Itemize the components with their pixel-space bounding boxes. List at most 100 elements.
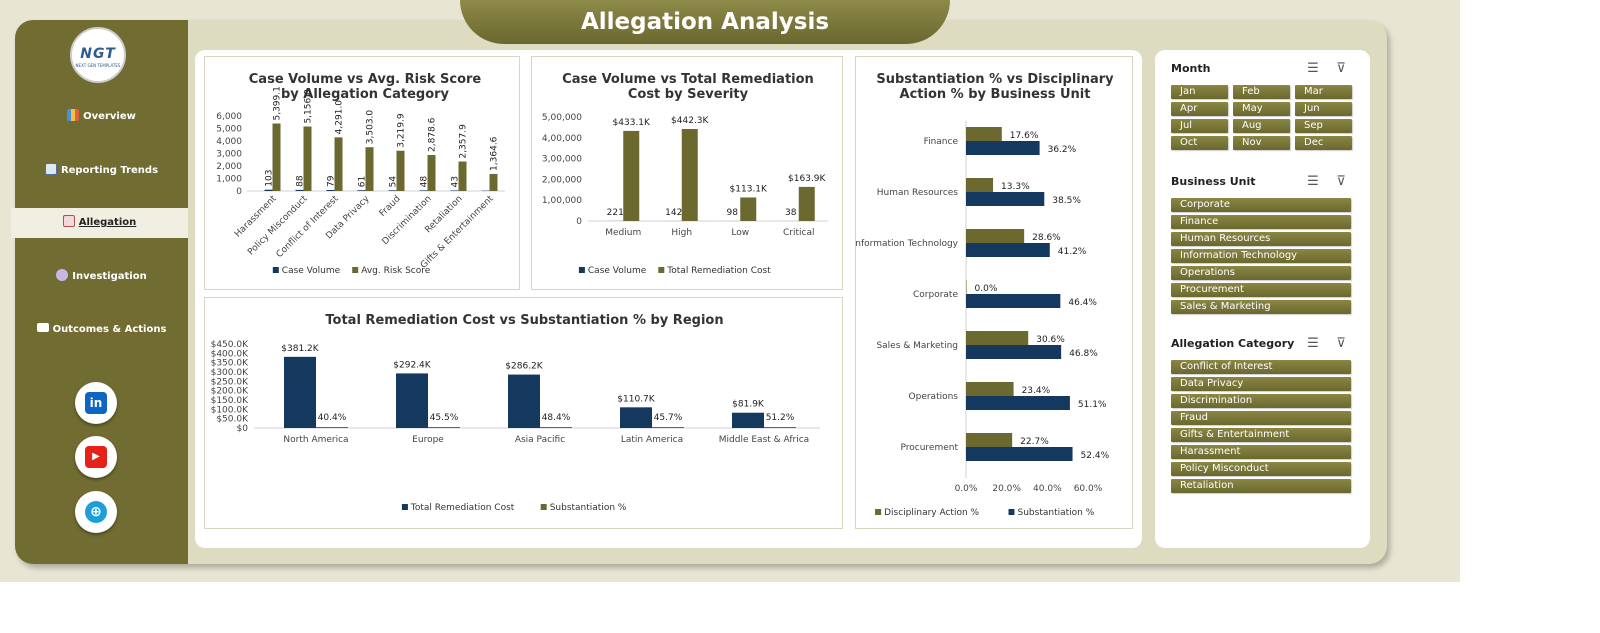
business-unit-option[interactable]: Sales & Marketing — [1171, 300, 1351, 314]
nav-reporting-trends[interactable]: Reporting Trends — [15, 156, 188, 186]
data-label: 38 — [785, 208, 797, 218]
nav-label: Allegation — [78, 217, 137, 228]
youtube-button[interactable]: ▶ — [75, 436, 117, 478]
chart-region: Total Remediation Cost vs Substantiation… — [204, 297, 843, 529]
month-option[interactable]: Oct — [1171, 136, 1228, 150]
data-label: 1,364.6 — [490, 136, 500, 171]
y-tick-label: $0 — [237, 424, 249, 434]
month-option[interactable]: May — [1233, 102, 1290, 116]
allegation-category-option[interactable]: Gifts & Entertainment — [1171, 428, 1351, 442]
y-tick-label: $200.0K — [211, 387, 249, 397]
clear-filter-icon[interactable]: ⊽ — [1336, 336, 1346, 351]
month-option[interactable]: Feb — [1233, 85, 1290, 99]
chart-business-unit: Substantiation % vs Disciplinary Action %… — [855, 56, 1133, 529]
bar — [388, 190, 397, 191]
legend-swatch — [352, 267, 359, 273]
nav-outcomes-actions[interactable]: Outcomes & Actions — [15, 315, 188, 345]
month-option[interactable]: Nov — [1233, 136, 1290, 150]
data-label: 54 — [389, 176, 399, 188]
business-unit-option[interactable]: Operations — [1171, 266, 1351, 280]
data-label: 38.5% — [1052, 196, 1081, 206]
nav-allegation[interactable]: Allegation — [11, 208, 188, 238]
business-unit-option[interactable]: Information Technology — [1171, 249, 1351, 263]
clear-filter-icon[interactable]: ⊽ — [1336, 61, 1346, 76]
data-label: 3,503.0 — [366, 110, 376, 145]
y-tick-label: 2,00,000 — [542, 175, 582, 185]
allegation-category-option[interactable]: Fraud — [1171, 411, 1351, 425]
y-tick-label: 1,000 — [216, 175, 242, 185]
y-tick-label: 0 — [236, 187, 242, 197]
data-label: $433.1K — [613, 118, 651, 128]
allegation-category-option[interactable]: Retaliation — [1171, 479, 1351, 493]
data-label: $381.2K — [281, 344, 319, 354]
website-button[interactable]: ⊕ — [75, 491, 117, 533]
nav-overview[interactable]: Overview — [15, 102, 188, 132]
x-tick-label: Middle East & Africa — [719, 435, 809, 445]
data-label: 51.2% — [766, 413, 795, 423]
data-label: 142 — [665, 208, 682, 218]
bar — [357, 190, 366, 191]
month-option[interactable]: Mar — [1295, 85, 1352, 99]
data-label: 17.6% — [1010, 131, 1039, 141]
legend-label: Total Remediation Cost — [410, 503, 515, 513]
month-option[interactable]: Sep — [1295, 119, 1352, 133]
y-tick-label: $300.0K — [211, 368, 249, 378]
data-label: 46.4% — [1068, 298, 1097, 308]
allegation-category-option[interactable]: Discrimination — [1171, 394, 1351, 408]
allegation-category-option[interactable]: Harassment — [1171, 445, 1351, 459]
month-option[interactable]: Dec — [1295, 136, 1352, 150]
linkedin-icon: in — [85, 392, 107, 414]
legend-swatch — [658, 267, 665, 273]
bar — [365, 147, 374, 191]
business-unit-option[interactable]: Procurement — [1171, 283, 1351, 297]
x-tick-label: 0.0% — [955, 484, 978, 494]
multi-select-icon[interactable]: ☰ — [1307, 61, 1319, 76]
data-label: $81.9K — [732, 400, 765, 410]
business-unit-option[interactable]: Finance — [1171, 215, 1351, 229]
bar — [620, 407, 652, 428]
bar — [489, 173, 498, 191]
bar — [681, 129, 698, 221]
month-option[interactable]: Jul — [1171, 119, 1228, 133]
data-label: 28.6% — [1032, 233, 1061, 243]
bar — [303, 126, 312, 191]
x-tick-label: Policy Misconduct — [246, 194, 310, 258]
month-option[interactable]: Jan — [1171, 85, 1228, 99]
allegation-category-option[interactable]: Conflict of Interest — [1171, 360, 1351, 374]
allegation-category-option[interactable]: Policy Misconduct — [1171, 462, 1351, 476]
multi-select-icon[interactable]: ☰ — [1307, 336, 1319, 351]
business-unit-option[interactable]: Corporate — [1171, 198, 1351, 212]
data-label: 46.8% — [1069, 349, 1098, 359]
data-label: 13.3% — [1001, 182, 1030, 192]
data-label: $113.1K — [730, 184, 768, 194]
business-unit-option[interactable]: Human Resources — [1171, 232, 1351, 246]
sidebar: NGT NEXT GEN TEMPLATES Overview Reportin… — [11, 20, 188, 564]
y-tick-label: $250.0K — [211, 377, 249, 387]
bar — [966, 280, 967, 294]
bar — [272, 123, 281, 191]
bar — [450, 190, 459, 191]
month-option[interactable]: Apr — [1171, 102, 1228, 116]
month-option[interactable]: Jun — [1295, 102, 1352, 116]
y-tick-label: $50.0K — [216, 415, 249, 425]
allegation-category-option[interactable]: Data Privacy — [1171, 377, 1351, 391]
legend-swatch — [272, 267, 279, 273]
chart-title: Substantiation % vs Disciplinary — [876, 72, 1114, 87]
legend-swatch — [875, 509, 882, 515]
nav-investigation[interactable]: Investigation — [15, 262, 188, 292]
clear-filter-icon[interactable]: ⊽ — [1336, 174, 1346, 189]
bar — [966, 243, 1050, 257]
data-label: 0.0% — [975, 284, 998, 294]
month-option[interactable]: Aug — [1233, 119, 1290, 133]
y-tick-label: $350.0K — [211, 359, 249, 369]
x-tick-label: North America — [283, 435, 348, 445]
y-tick-label: Finance — [924, 137, 959, 147]
linkedin-button[interactable]: in — [75, 382, 117, 424]
bar — [326, 190, 335, 191]
bar — [966, 178, 994, 192]
bar — [652, 427, 684, 428]
multi-select-icon[interactable]: ☰ — [1307, 174, 1319, 189]
ngt-logo[interactable]: NGT NEXT GEN TEMPLATES — [70, 27, 126, 83]
data-label: $163.9K — [788, 174, 826, 184]
bar — [966, 396, 1070, 410]
